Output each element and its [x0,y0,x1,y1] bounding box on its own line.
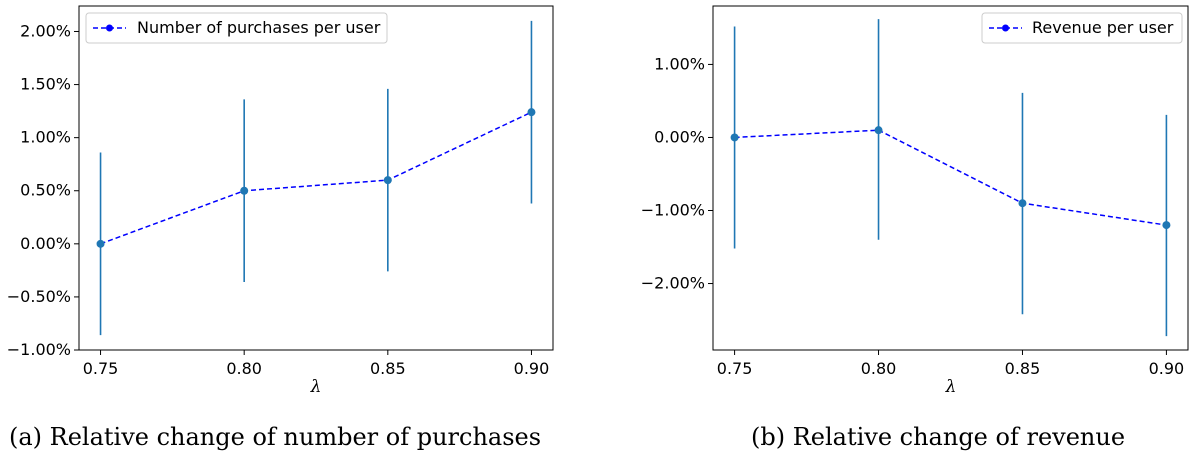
y-tick-label: 0.00% [654,127,705,146]
series-line-a [100,111,532,245]
plot-frame-b [712,5,1189,351]
y-tick-label: 0.50% [20,181,71,200]
data-point [96,239,105,248]
caption-b: (b) Relative change of revenue [751,423,1125,451]
x-tick-label: 0.80 [226,359,262,378]
legend-a: Number of purchases per user [85,12,388,44]
x-axis-label-a: λ [310,377,322,397]
data-point [730,133,739,142]
y-tick-label: −2.00% [641,274,705,293]
y-tick-label: 1.50% [20,75,71,94]
legend-box-b [981,12,1183,44]
data-point [527,108,536,117]
chart-panel-a: −1.00% −0.50% 0.00% 0.50% 1.00% 1.50% 2.00% 0.… [7,5,554,451]
x-tick-label: 0.85 [370,359,406,378]
data-point [240,186,249,195]
x-tick-label: 0.90 [514,359,550,378]
series-line-b [734,129,1167,226]
y-axis-b: −2.00% −1.00% 0.00% 1.00% [641,54,713,293]
legend-marker-a [106,24,113,32]
x-tick-label: 0.85 [1005,359,1041,378]
y-tick-label: 1.00% [654,54,705,73]
y-axis-a: −1.00% −0.50% 0.00% 0.50% 1.00% 1.50% 2.00% [7,21,79,359]
y-tick-label: −1.00% [641,201,705,220]
plot-frame-a [78,5,554,351]
data-point [1018,199,1027,208]
y-tick-label: 2.00% [20,21,71,40]
y-tick-label: 0.00% [20,234,71,253]
x-tick-label: 0.75 [83,359,119,378]
caption-a: (a) Relative change of number of purchas… [9,423,541,451]
legend-label-b: Revenue per user [1032,18,1174,37]
x-axis-b: 0.75 0.80 0.85 0.90 [717,350,1184,378]
errorbars-b [733,19,1168,337]
series-line [734,129,1167,226]
legend-b: Revenue per user [981,12,1183,44]
markers-a [96,108,536,248]
x-tick-label: 0.75 [717,359,753,378]
x-axis-a: 0.75 0.80 0.85 0.90 [83,350,550,378]
errorbars-a [99,20,533,336]
y-tick-label: −0.50% [7,287,71,306]
y-tick-label: 1.00% [20,128,71,147]
series-line [100,111,532,245]
markers-b [730,126,1171,230]
data-point [383,176,392,185]
data-point [874,126,883,135]
x-tick-label: 0.80 [861,359,897,378]
x-tick-label: 0.90 [1149,359,1185,378]
x-axis-label-b: λ [945,377,957,397]
legend-marker-b [1002,24,1009,32]
y-tick-label: −1.00% [7,340,71,359]
data-point [1162,221,1171,230]
chart-panel-b: −2.00%−1.00%0.00%1.00% 0.75 0.80 0.85 0.90 … [641,5,1189,451]
legend-box-a [85,12,388,44]
legend-label-a: Number of purchases per user [137,18,381,37]
